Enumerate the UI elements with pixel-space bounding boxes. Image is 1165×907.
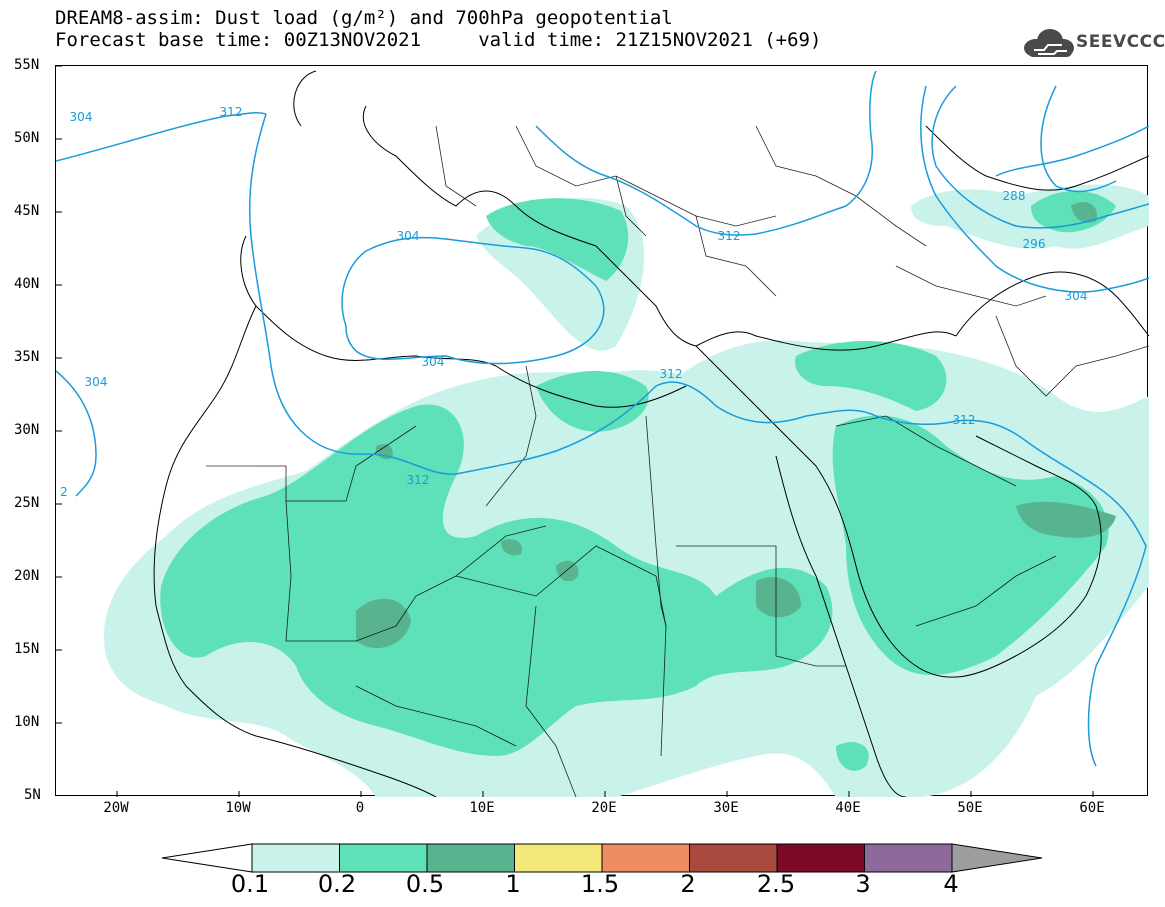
logo-text: SEEVCCC <box>1076 32 1165 52</box>
lat-label: 40N <box>14 276 40 292</box>
contour-label: 312 <box>220 105 243 119</box>
geopotential-contours <box>56 70 1149 767</box>
colorbar-tick-label: 3 <box>855 870 871 898</box>
lat-label: 50N <box>14 130 40 146</box>
colorbar <box>161 843 1043 873</box>
lon-label: 60E <box>1079 800 1105 816</box>
forecast-time-subtitle: Forecast base time: 00Z13NOV2021 valid t… <box>55 29 822 51</box>
lat-label: 30N <box>14 422 40 438</box>
lat-label: 15N <box>14 641 40 657</box>
lat-label: 35N <box>14 349 40 365</box>
colorbar-cell <box>689 843 778 873</box>
cloud-logo-icon <box>1024 29 1074 57</box>
coastlines <box>153 70 1149 797</box>
contour-labels: 304 304 312 304 304 312 312 312 288 296 … <box>60 105 1087 499</box>
lat-label: 25N <box>14 495 40 511</box>
lon-label: 10E <box>469 800 495 816</box>
lat-label: 20N <box>14 568 40 584</box>
lat-label: 10N <box>14 714 40 730</box>
lat-label: 55N <box>14 57 40 73</box>
lon-label: 20E <box>591 800 617 816</box>
colorbar-cell <box>601 843 690 873</box>
colorbar-tick-label: 1.5 <box>580 870 620 898</box>
colorbar-tick-label: 2 <box>680 870 696 898</box>
lon-label: 0 <box>355 800 365 816</box>
contour-label: 312 <box>407 473 430 487</box>
lon-label: 20W <box>103 800 129 816</box>
colorbar-tick-label: 4 <box>943 870 959 898</box>
colorbar-cell <box>864 843 953 873</box>
colorbar-cell <box>776 843 865 873</box>
map-title: DREAM8-assim: Dust load (g/m²) and 700hP… <box>55 7 673 29</box>
colorbar-cell <box>426 843 515 873</box>
colorbar-cell <box>339 843 428 873</box>
lon-label: 30E <box>713 800 739 816</box>
map-panel: 304 304 312 304 304 312 312 312 288 296 … <box>55 65 1149 797</box>
contour-label: 288 <box>1003 189 1026 203</box>
lon-label: 40E <box>835 800 861 816</box>
axis-ticks <box>56 66 1094 797</box>
lon-label: 50E <box>957 800 983 816</box>
lon-label: 10W <box>225 800 251 816</box>
colorbar-tick-label: 0.1 <box>230 870 270 898</box>
contour-label: 312 <box>660 367 683 381</box>
colorbar-tick-label: 0.5 <box>405 870 445 898</box>
contour-label: 304 <box>422 355 445 369</box>
lat-label: 5N <box>24 787 41 803</box>
contour-label: 296 <box>1023 237 1046 251</box>
contour-label: 312 <box>953 413 976 427</box>
colorbar-high-arrow <box>951 843 1043 873</box>
contour-label: 304 <box>70 110 93 124</box>
colorbar-low-arrow <box>161 843 253 873</box>
colorbar-cell <box>251 843 340 873</box>
colorbar-tick-label: 1 <box>505 870 521 898</box>
colorbar-cell <box>514 843 603 873</box>
contour-label: 312 <box>718 229 741 243</box>
country-borders <box>206 125 1149 797</box>
contour-label: 2 <box>60 485 68 499</box>
colorbar-tick-label: 2.5 <box>756 870 796 898</box>
contour-label: 304 <box>1065 289 1088 303</box>
lat-label: 45N <box>14 203 40 219</box>
contour-label: 304 <box>397 229 420 243</box>
colorbar-tick-label: 0.2 <box>317 870 357 898</box>
dust-map: 304 304 312 304 304 312 312 312 288 296 … <box>56 66 1149 797</box>
contour-label: 304 <box>85 375 108 389</box>
